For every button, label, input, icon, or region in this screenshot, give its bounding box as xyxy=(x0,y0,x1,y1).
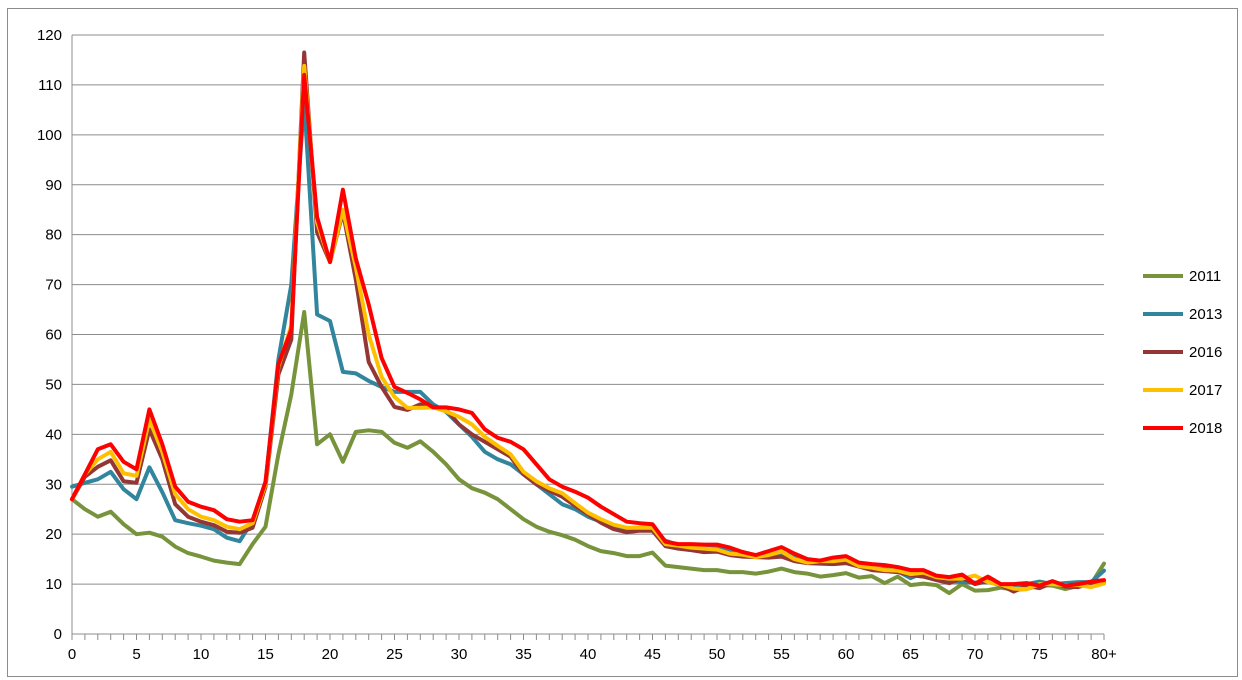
x-tick-label-65: 65 xyxy=(902,646,919,663)
x-tick-label-10: 10 xyxy=(193,646,210,663)
legend-label-2011: 2011 xyxy=(1189,268,1221,285)
x-tick-label-20: 20 xyxy=(322,646,339,663)
x-tick-label-60: 60 xyxy=(838,646,855,663)
y-tick-label-20: 20 xyxy=(45,526,62,543)
x-tick-label-70: 70 xyxy=(967,646,984,663)
x-tick-label-75: 75 xyxy=(1031,646,1048,663)
x-tick-label-15: 15 xyxy=(257,646,274,663)
chart-frame xyxy=(7,8,1238,677)
legend-label-2018: 2018 xyxy=(1189,420,1222,437)
y-tick-label-60: 60 xyxy=(45,327,62,344)
y-tick-label-50: 50 xyxy=(45,376,62,393)
y-tick-label-30: 30 xyxy=(45,476,62,493)
y-tick-label-100: 100 xyxy=(37,127,62,144)
x-tick-label-35: 35 xyxy=(515,646,532,663)
legend-label-2016: 2016 xyxy=(1189,344,1222,361)
series-line-2017 xyxy=(70,63,1106,592)
x-tick-label-50: 50 xyxy=(709,646,726,663)
x-tick-label-5: 5 xyxy=(132,646,140,663)
y-tick-label-40: 40 xyxy=(45,426,62,443)
x-tick-label-80plus: 80+ xyxy=(1091,646,1117,663)
series-line-2018 xyxy=(70,72,1106,588)
y-tick-label-10: 10 xyxy=(45,576,62,593)
series-line-2011 xyxy=(70,310,1106,596)
y-tick-label-120: 120 xyxy=(37,27,62,44)
y-tick-label-90: 90 xyxy=(45,177,62,194)
y-tick-label-70: 70 xyxy=(45,277,62,294)
x-tick-label-45: 45 xyxy=(644,646,661,663)
x-tick-label-25: 25 xyxy=(386,646,403,663)
legend-label-2013: 2013 xyxy=(1189,306,1222,323)
y-tick-label-110: 110 xyxy=(38,77,62,94)
x-tick-label-55: 55 xyxy=(773,646,790,663)
legend-label-2017: 2017 xyxy=(1189,382,1222,399)
x-tick-label-40: 40 xyxy=(580,646,597,663)
x-tick-label-30: 30 xyxy=(451,646,468,663)
x-tick-label-0: 0 xyxy=(68,646,76,663)
y-tick-label-0: 0 xyxy=(54,626,62,643)
y-tick-label-80: 80 xyxy=(45,227,62,244)
